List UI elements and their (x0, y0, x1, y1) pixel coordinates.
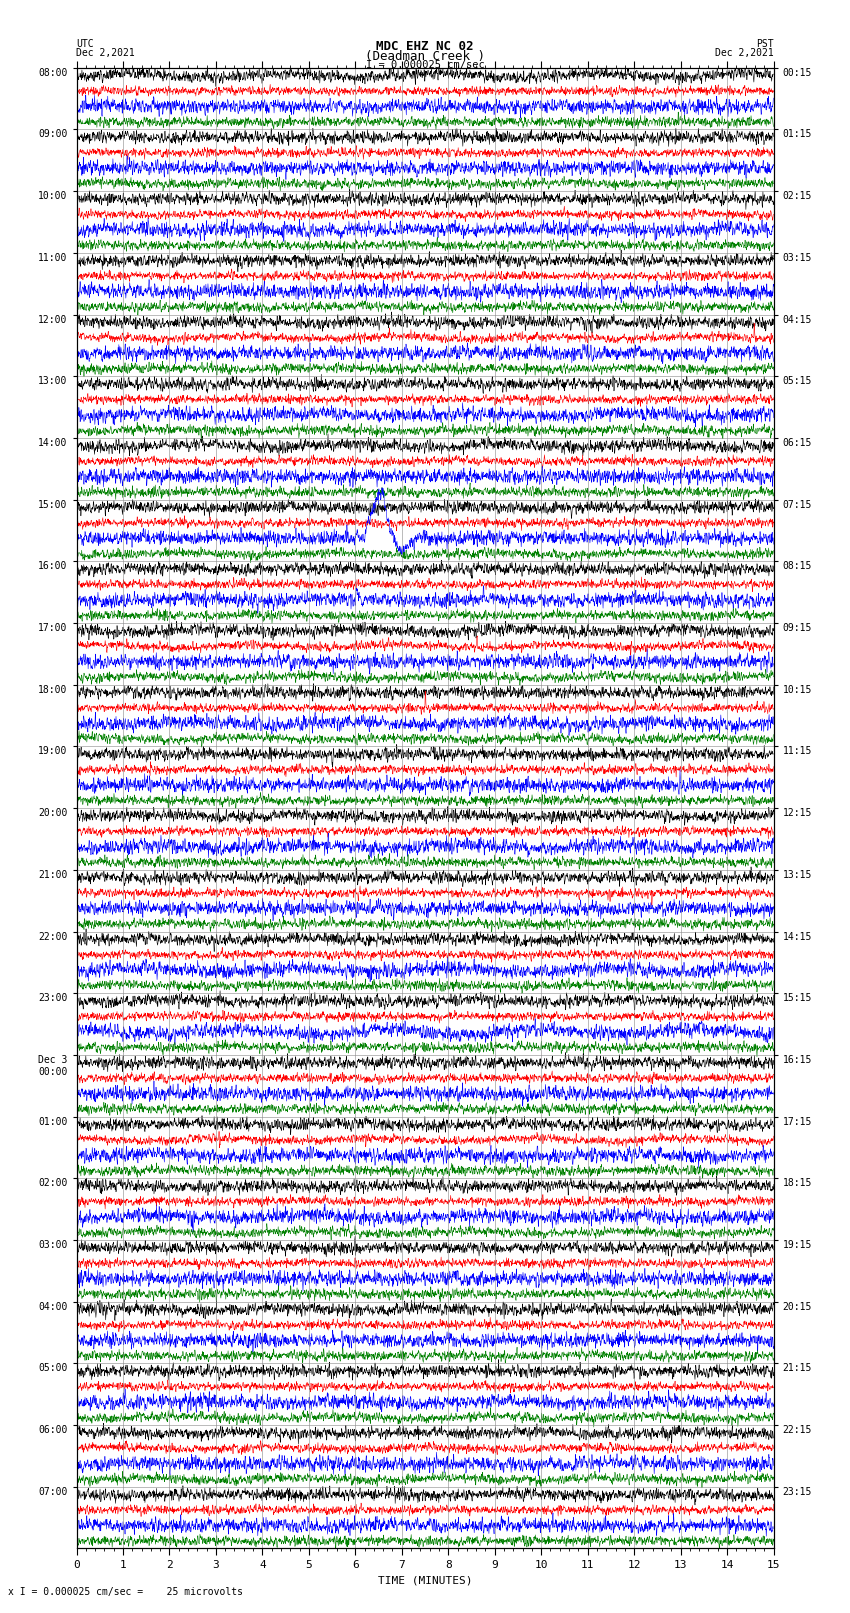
X-axis label: TIME (MINUTES): TIME (MINUTES) (377, 1576, 473, 1586)
Text: Dec 2,2021: Dec 2,2021 (715, 48, 774, 58)
Text: Dec 2,2021: Dec 2,2021 (76, 48, 135, 58)
Text: I = 0.000025 cm/sec: I = 0.000025 cm/sec (366, 60, 484, 69)
Text: (Deadman Creek ): (Deadman Creek ) (365, 50, 485, 63)
Text: UTC: UTC (76, 39, 94, 48)
Text: PST: PST (756, 39, 774, 48)
Text: x I = 0.000025 cm/sec =    25 microvolts: x I = 0.000025 cm/sec = 25 microvolts (8, 1587, 243, 1597)
Text: MDC EHZ NC 02: MDC EHZ NC 02 (377, 40, 473, 53)
